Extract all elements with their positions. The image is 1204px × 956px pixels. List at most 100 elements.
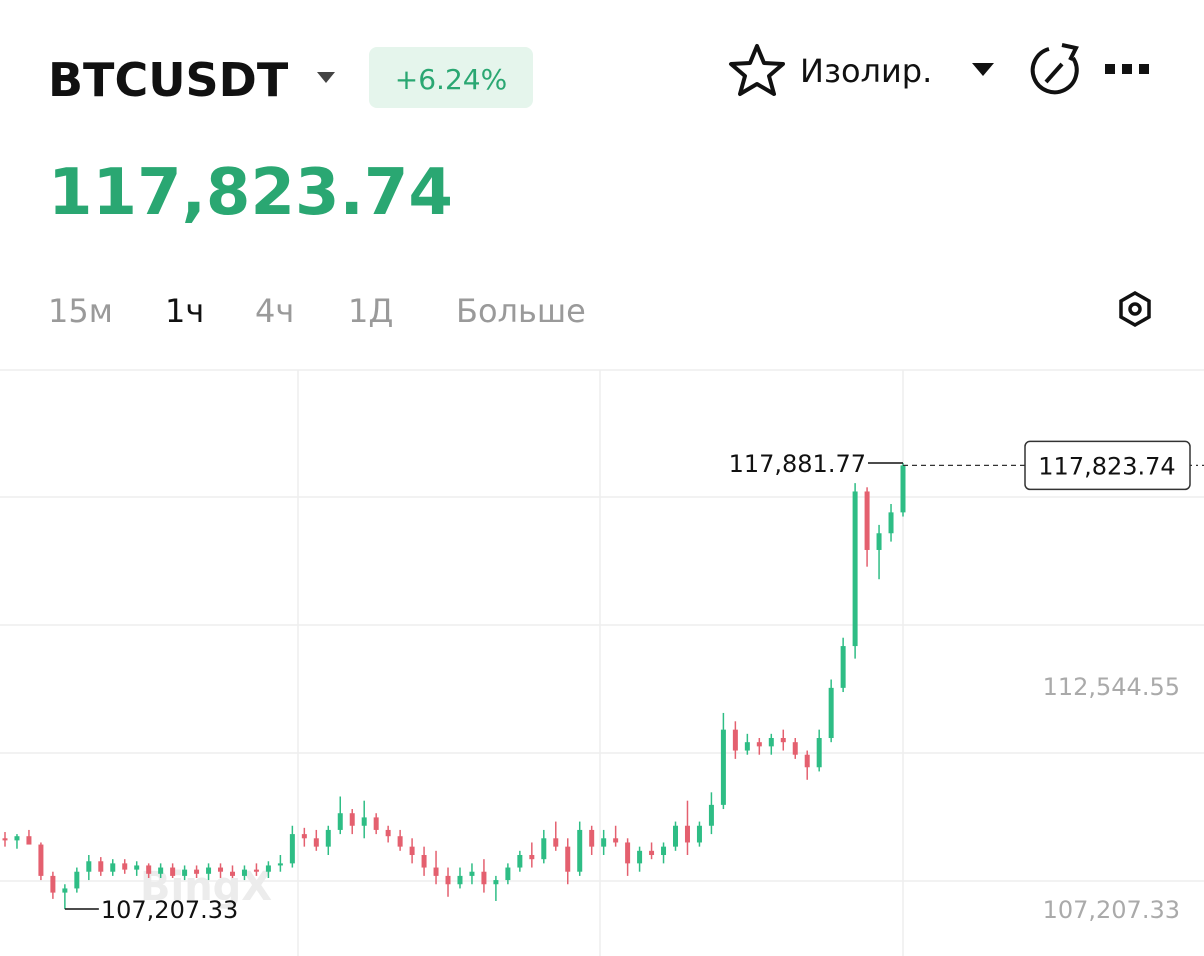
candle-body [780,738,786,743]
candle-body [804,754,810,768]
grid [0,369,1204,956]
candle-body [253,869,259,872]
timeframe[interactable]: Больше [456,292,586,330]
candle-body [888,512,894,534]
change: +6.24% [395,63,507,96]
candle-body [625,842,631,864]
candle-body [50,875,56,893]
candle-body [768,738,774,747]
candle-body [397,836,403,847]
candle-body [170,867,176,876]
candle-body [732,729,738,751]
candle-body [241,869,247,876]
margin-dropdown[interactable] [972,63,994,76]
candle-body [876,533,882,550]
candle-body [505,867,511,881]
refresh-icon[interactable] [1030,47,1079,95]
candle-body [673,825,679,847]
candle-body [493,880,499,885]
candle-body [792,742,798,755]
candle-body [134,865,140,870]
candle-body [2,838,8,841]
candle-body [565,846,571,872]
candle-body [110,863,116,872]
candle-body [649,850,655,856]
candle-body [433,867,439,876]
candle-body [744,742,750,751]
candle-body [373,817,379,830]
candle-body [26,836,32,845]
candle-body [445,875,451,885]
candle-body [457,875,463,885]
candle-body [900,465,906,513]
candle-body [229,871,235,876]
candle-body [696,825,702,843]
candle-body [277,863,283,866]
candle-body [158,867,164,874]
candle-body [481,871,487,885]
timeframe-bar: 15м 1ч 4ч 1Д Больше [48,292,586,330]
symbol[interactable]: BTCUSDT [48,53,289,107]
candle-body [337,813,343,830]
candle-body [361,817,367,826]
candle-body [146,865,152,874]
candle-body [349,813,355,826]
candle-body [541,838,547,860]
candle-body [289,834,295,864]
candle-body [98,861,104,872]
candle-body [122,863,128,870]
candle-body [601,838,607,847]
candle-body [62,888,68,893]
last-price-box [1024,440,1191,491]
candle-body [313,838,319,847]
candle-body [421,855,427,868]
candle-body [517,855,523,868]
candle-body [852,491,858,647]
candle-body [409,846,415,856]
candle-body [194,869,200,874]
change-badge [369,47,533,108]
refresh-arrow [1061,43,1079,61]
candle-body [385,829,391,837]
low-label: 107,207.33 [101,896,238,924]
symbol-dropdown[interactable] [317,72,335,83]
candle-body [469,871,475,876]
favorite-icon[interactable] [729,44,785,96]
last-price-label: 117,823.74 [1038,452,1175,480]
candle-body [206,867,212,874]
candle-body [577,829,583,872]
candle-body [265,865,271,872]
timeframe[interactable]: 4ч [255,292,294,330]
refresh-tick [1044,62,1064,84]
timeframe[interactable]: 15м [48,292,113,330]
y-tick-label: 107,207.33 [1043,896,1180,924]
candle-body [816,738,822,768]
candle-body [756,742,762,747]
candle-body [14,836,20,841]
candle-body [840,646,846,688]
settings-icon[interactable] [1119,290,1151,328]
margin-mode[interactable]: Изолир. [800,52,932,90]
candle-body [325,829,331,847]
last-price: 117,823.74 [48,156,453,230]
candle-body [553,838,559,847]
candle-body [720,729,726,805]
more-menu[interactable] [1105,64,1149,74]
candle-body [86,861,92,872]
plot: BingX107,207.33112,544.55117,823.74117,8… [2,440,1204,924]
candle-body [38,844,44,876]
candle-body [218,867,224,872]
candle-body [74,871,80,889]
candle-body [684,825,690,843]
candle-body [301,834,307,839]
candle-body [529,855,535,860]
candle-body [182,869,188,876]
candle-body [613,838,619,843]
settings-dot [1128,302,1142,316]
timeframe[interactable]: 1Д [348,292,393,330]
candle-body [661,846,667,856]
candle-body [864,491,870,550]
timeframe[interactable]: 1ч [165,292,204,330]
y-tick-label: 112,544.55 [1043,673,1180,701]
